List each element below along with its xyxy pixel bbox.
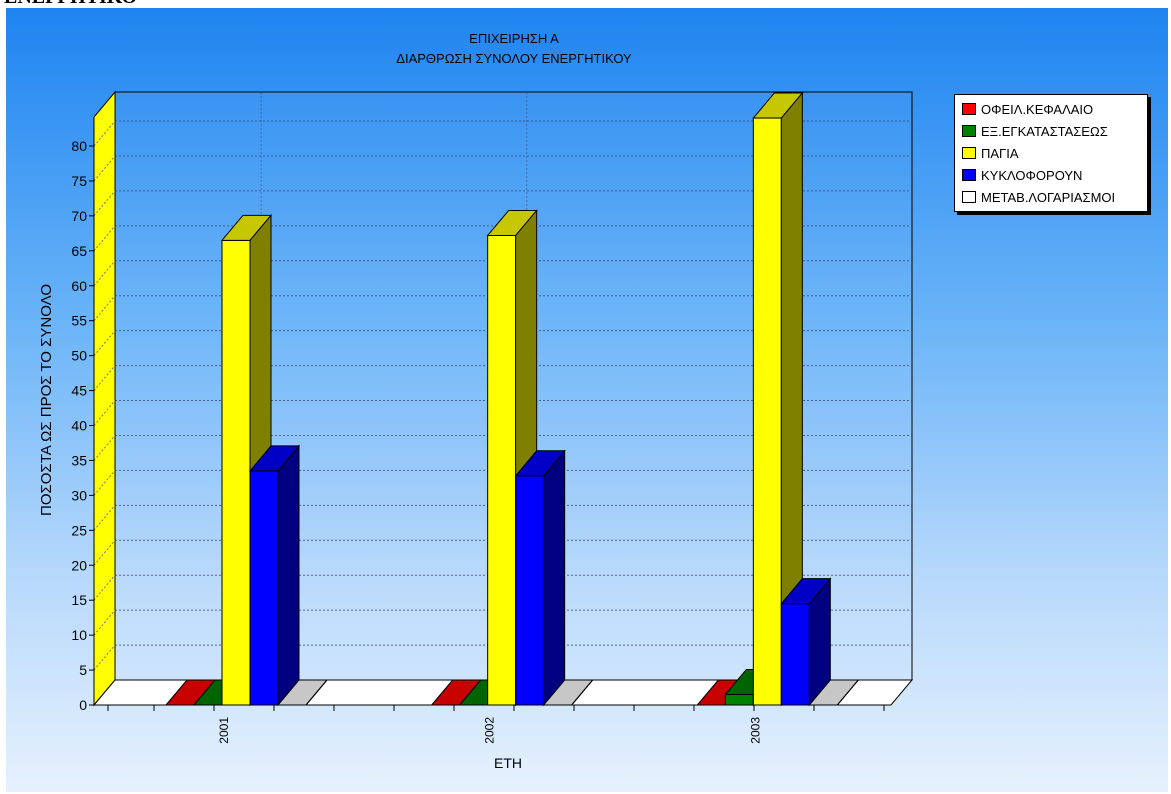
y-tick-label: 60 (71, 278, 87, 294)
legend-swatch (962, 169, 976, 181)
chart-panel: ΕΠΙΧΕΙΡΗΣΗ Α ΔΙΑΡΘΡΩΣΗ ΣΥΝΟΛΟΥ ΕΝΕΡΓΗΤΙΚ… (6, 8, 1168, 792)
left-wall-gridline (93, 470, 116, 496)
y-tick-label: 5 (79, 662, 87, 678)
y-tick-label: 15 (71, 592, 87, 608)
y-tick-label: 50 (71, 348, 87, 364)
bar-2003-3-front (752, 117, 782, 706)
y-tick-label: 75 (71, 173, 87, 189)
x-axis-label: ΕΤΗ (494, 755, 522, 771)
legend-swatch (962, 103, 976, 115)
y-tick-label: 45 (71, 383, 87, 399)
left-wall-gridline (93, 190, 116, 217)
chart-title: ΕΠΙΧΕΙΡΗΣΗ Α (469, 31, 559, 46)
legend-swatch (962, 147, 976, 159)
left-wall-gridline (93, 400, 116, 426)
bar-chart: ΕΠΙΧΕΙΡΗΣΗ Α ΔΙΑΡΘΡΩΣΗ ΣΥΝΟΛΟΥ ΕΝΕΡΓΗΤΙΚ… (38, 31, 914, 771)
bar-2001-4-front (249, 470, 279, 706)
y-tick-label: 80 (71, 138, 87, 154)
legend-label: ΜΕΤΑΒ.ΛΟΓΑΡΙΑΣΜΟΙ (981, 189, 1116, 205)
bar-2002-4-front (515, 475, 545, 706)
bar-2001-3-front (221, 239, 251, 706)
bar-2003-2-front (724, 694, 754, 706)
bar-2003-5-side (836, 679, 859, 706)
legend-label: ΚΥΚΛΟΦΟΡΟΥΝ (981, 167, 1083, 183)
left-wall-gridline (93, 435, 116, 461)
plot-area: 0 5 10 15 20 25 30 35 40 45 50 55 60 65 70 75 80 2001 2002… (71, 90, 914, 744)
legend-item: ΕΞ.ΕΓΚΑΤΑΣΤΑΣΕΩΣ (962, 120, 1147, 142)
legend-item: ΠΑΓΙΑ (962, 142, 1147, 164)
left-wall-gridline (93, 609, 116, 636)
bar-2002-3-front (487, 234, 517, 706)
legend-swatch (962, 191, 976, 203)
legend-item: ΟΦΕΙΛ.ΚΕΦΑΛΑΙΟ (962, 98, 1147, 120)
left-wall-gridline (93, 330, 116, 356)
legend-swatch (962, 125, 976, 137)
y-axis-label: ΠΟΣΟΣΤΑ ΩΣ ΠΡΟΣ ΤΟ ΣΥΝΟΛΟ (38, 284, 55, 516)
legend: ΟΦΕΙΛ.ΚΕΦΑΛΑΙΟ ΕΞ.ΕΓΚΑΤΑΣΤΑΣΕΩΣ ΠΑΓΙΑ ΚΥΚΛΟ… (954, 94, 1148, 212)
y-tick-label: 10 (71, 627, 87, 643)
bar-2001-4-side (277, 444, 300, 707)
left-wall-gridline (93, 539, 116, 566)
bar-2002-4-side (543, 449, 566, 707)
y-tick-label: 35 (71, 452, 87, 468)
legend-label: ΠΑΓΙΑ (981, 145, 1019, 161)
chart-subtitle: ΔΙΑΡΘΡΩΣΗ ΣΥΝΟΛΟΥ ΕΝΕΡΓΗΤΙΚΟΥ (396, 51, 632, 66)
left-wall (93, 90, 116, 707)
y-tick-label: 0 (79, 697, 87, 713)
left-wall-gridline (93, 574, 116, 601)
y-tick-label: 25 (71, 522, 87, 538)
y-tick-label: 65 (71, 243, 87, 259)
legend-item: ΜΕΤΑΒ.ΛΟΓΑΡΙΑΣΜΟΙ (962, 186, 1147, 208)
y-tick-label: 40 (71, 418, 87, 434)
legend-label: ΕΞ.ΕΓΚΑΤΑΣΤΑΣΕΩΣ (981, 123, 1108, 139)
left-wall-gridline (93, 120, 116, 147)
y-tick-label: 30 (71, 487, 87, 503)
left-wall-gridline (93, 365, 116, 391)
y-tick-label: 70 (71, 208, 87, 224)
x-tick-label: 2002 (483, 717, 497, 744)
left-wall-gridline (93, 504, 116, 531)
legend-label: ΟΦΕΙΛ.ΚΕΦΑΛΑΙΟ (981, 101, 1094, 117)
bar-2003-4-front (780, 603, 810, 706)
left-wall-gridline (93, 155, 116, 182)
left-wall-gridline (93, 225, 116, 252)
x-tick-label: 2003 (748, 717, 762, 744)
page-header: ΕΝΕΡΓΗΤΙΚΟ (4, 0, 137, 9)
bar-2002-5-side (571, 679, 594, 706)
bar-2001-5-side (305, 679, 328, 706)
legend-item: ΚΥΚΛΟΦΟΡΟΥΝ (962, 164, 1147, 186)
x-tick-label: 2001 (217, 717, 231, 744)
y-tick-label: 20 (71, 557, 87, 573)
left-wall-gridline (93, 644, 116, 671)
left-wall-gridline (93, 260, 116, 287)
left-wall-gridline (93, 295, 116, 322)
y-tick-label: 55 (71, 313, 87, 329)
